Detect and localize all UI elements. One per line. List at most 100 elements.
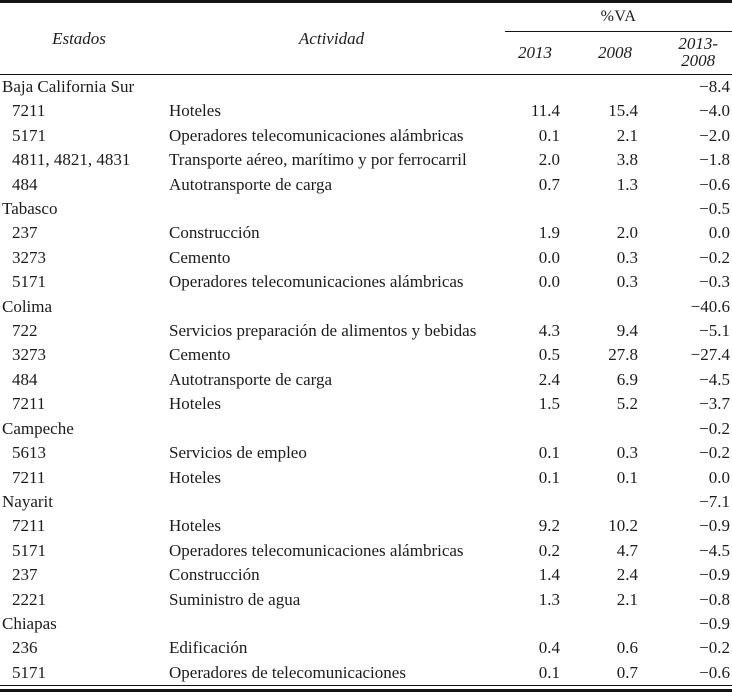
activity-code: 5171 bbox=[12, 125, 46, 145]
value-diff: −27.4 bbox=[690, 345, 731, 365]
value-2008: 0.3 bbox=[616, 272, 638, 292]
value-2013: 1.3 bbox=[538, 589, 560, 609]
value-2008: 2.1 bbox=[616, 125, 638, 145]
activity-row: 7211 Hoteles 0.1 0.1 0.0 bbox=[0, 466, 732, 490]
activity-code: 7211 bbox=[12, 467, 46, 487]
state-diff-value: −0.5 bbox=[699, 199, 731, 219]
activity-label: Hoteles bbox=[169, 516, 221, 536]
activity-code: 3273 bbox=[12, 247, 46, 267]
activity-row: 4811, 4821, 4831 Transporte aéreo, marít… bbox=[0, 148, 732, 172]
column-header-2013-2008: 2013- 2008 bbox=[640, 32, 732, 75]
activity-code: 484 bbox=[12, 369, 38, 389]
activity-row: 7211 Hoteles 11.4 15.4 −4.0 bbox=[0, 99, 732, 123]
value-diff: −0.2 bbox=[699, 247, 731, 267]
value-diff: −4.0 bbox=[699, 101, 731, 121]
column-header-estados: Estados bbox=[52, 28, 106, 48]
activity-row: 3273 Cemento 0.0 0.3 −0.2 bbox=[0, 246, 732, 270]
value-2013: 0.5 bbox=[538, 345, 560, 365]
column-group-header-va: %VA bbox=[505, 3, 732, 32]
activity-row: 236 Edificación 0.4 0.6 −0.2 bbox=[0, 636, 732, 660]
value-diff: −2.0 bbox=[699, 125, 731, 145]
value-2013: 0.1 bbox=[538, 467, 560, 487]
activity-label: Cemento bbox=[169, 345, 231, 365]
activity-row: 5171 Operadores telecomunicaciones alámb… bbox=[0, 539, 732, 563]
activity-row: 2221 Suministro de agua 1.3 2.1 −0.8 bbox=[0, 588, 732, 612]
state-row: Campeche −0.2 bbox=[0, 417, 732, 441]
value-2013: 0.1 bbox=[538, 125, 560, 145]
value-diff: −0.9 bbox=[699, 565, 731, 585]
activity-code: 4811, 4821, 4831 bbox=[12, 150, 131, 170]
activity-label: Transporte aéreo, marítimo y por ferroca… bbox=[169, 150, 467, 170]
value-2013: 0.1 bbox=[538, 662, 560, 682]
table-header: Estados Actividad %VA 2013 2008 2013- 20… bbox=[0, 3, 732, 75]
activity-row: 484 Autotransporte de carga 0.7 1.3 −0.6 bbox=[0, 173, 732, 197]
value-2013: 0.0 bbox=[538, 272, 560, 292]
column-header-2013-2008-line2: 2008 bbox=[681, 51, 716, 71]
state-diff-value: −40.6 bbox=[690, 296, 731, 316]
column-header-2013-2008-line1: 2013- bbox=[678, 33, 719, 53]
value-diff: −0.3 bbox=[699, 272, 731, 292]
state-name: Nayarit bbox=[2, 491, 53, 511]
activity-label: Servicios preparación de alimentos y beb… bbox=[169, 321, 477, 341]
value-diff: −0.6 bbox=[699, 174, 731, 194]
value-2013: 9.2 bbox=[538, 516, 560, 536]
activity-code: 5171 bbox=[12, 272, 46, 292]
value-2008: 27.8 bbox=[608, 345, 638, 365]
value-2013: 0.0 bbox=[538, 247, 560, 267]
value-diff: −0.9 bbox=[699, 516, 731, 536]
activity-row: 5171 Operadores de telecomunicaciones 0.… bbox=[0, 661, 732, 686]
value-2013: 4.3 bbox=[538, 321, 560, 341]
value-2008: 0.6 bbox=[616, 638, 638, 658]
activity-label: Hoteles bbox=[169, 101, 221, 121]
value-2013: 2.4 bbox=[538, 369, 560, 389]
activity-row: 7211 Hoteles 9.2 10.2 −0.9 bbox=[0, 514, 732, 538]
value-2008: 0.3 bbox=[616, 443, 638, 463]
value-2008: 4.7 bbox=[616, 540, 638, 560]
activity-label: Construcción bbox=[169, 565, 260, 585]
state-row: Tabasco −0.5 bbox=[0, 197, 732, 221]
value-diff: 0.0 bbox=[708, 223, 731, 243]
value-diff: −1.8 bbox=[699, 150, 731, 170]
activity-code: 2221 bbox=[12, 589, 46, 609]
value-2013: 1.4 bbox=[538, 565, 560, 585]
state-row: Chiapas −0.9 bbox=[0, 612, 732, 636]
value-2013: 0.1 bbox=[538, 443, 560, 463]
activity-label: Operadores telecomunicaciones alámbricas bbox=[169, 272, 464, 292]
activity-code: 7211 bbox=[12, 394, 46, 414]
activity-label: Operadores de telecomunicaciones bbox=[169, 662, 406, 682]
activity-code: 3273 bbox=[12, 345, 46, 365]
activity-row: 5613 Servicios de empleo 0.1 0.3 −0.2 bbox=[0, 441, 732, 465]
activity-row: 237 Construcción 1.9 2.0 0.0 bbox=[0, 221, 732, 245]
value-2008: 2.0 bbox=[616, 223, 638, 243]
value-2008: 6.9 bbox=[616, 369, 638, 389]
activity-row: 5171 Operadores telecomunicaciones alámb… bbox=[0, 270, 732, 294]
value-diff: −0.6 bbox=[699, 662, 731, 682]
activity-code: 722 bbox=[12, 321, 38, 341]
state-name: Chiapas bbox=[2, 613, 57, 633]
value-2008: 5.2 bbox=[616, 394, 638, 414]
value-diff: −4.5 bbox=[699, 540, 731, 560]
state-diff-value: −0.9 bbox=[699, 613, 731, 633]
activity-label: Operadores telecomunicaciones alámbricas bbox=[169, 540, 464, 560]
value-diff: −4.5 bbox=[699, 369, 731, 389]
value-2008: 3.8 bbox=[616, 150, 638, 170]
activity-label: Autotransporte de carga bbox=[169, 174, 333, 194]
value-2008: 10.2 bbox=[608, 516, 638, 536]
activity-label: Cemento bbox=[169, 247, 231, 267]
value-2008: 9.4 bbox=[616, 321, 638, 341]
activity-label: Edificación bbox=[169, 638, 248, 658]
activity-row: 722 Servicios preparación de alimentos y… bbox=[0, 319, 732, 343]
activity-row: 3273 Cemento 0.5 27.8 −27.4 bbox=[0, 343, 732, 367]
state-name: Colima bbox=[2, 296, 53, 316]
value-diff: −0.2 bbox=[699, 638, 731, 658]
value-2008: 2.1 bbox=[616, 589, 638, 609]
state-row: Baja California Sur −8.4 bbox=[0, 75, 732, 100]
state-name: Campeche bbox=[2, 418, 74, 438]
value-2013: 11.4 bbox=[530, 101, 560, 121]
state-name: Tabasco bbox=[2, 199, 58, 219]
activity-row: 5171 Operadores telecomunicaciones alámb… bbox=[0, 124, 732, 148]
activity-code: 237 bbox=[12, 223, 38, 243]
activity-label: Hoteles bbox=[169, 467, 221, 487]
activity-label: Construcción bbox=[169, 223, 260, 243]
activity-label: Hoteles bbox=[169, 394, 221, 414]
